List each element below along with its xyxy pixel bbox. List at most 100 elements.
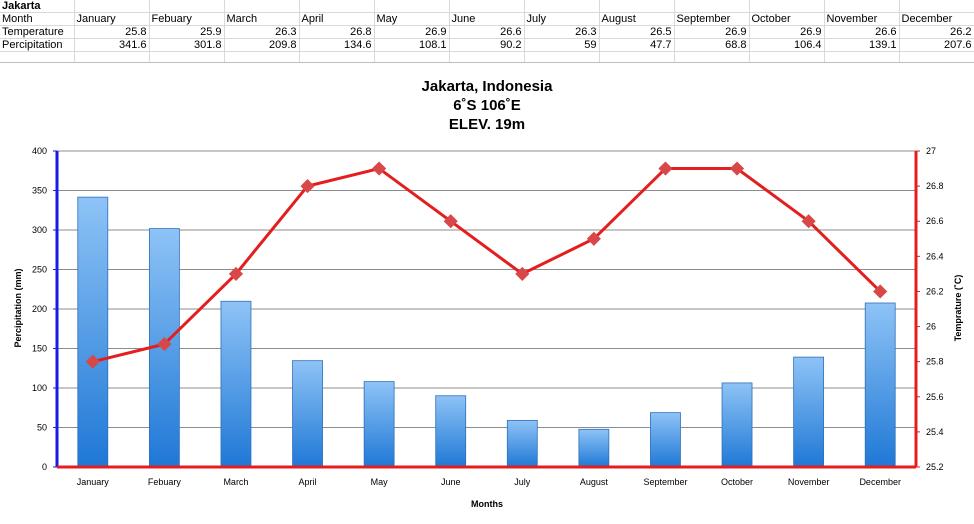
- right-tick-label: 25.6: [926, 392, 944, 402]
- month-header-row: Month January Febuary March April May June Jul…: [0, 12, 974, 26]
- precipitation-bars: [77, 196, 896, 468]
- precipitation-row-label: Percipitation: [0, 38, 75, 52]
- month-cell: December: [899, 12, 974, 26]
- right-tick-label: 25.8: [926, 357, 944, 367]
- precipitation-bar: [220, 300, 252, 468]
- temperature-cell: 26.8: [299, 25, 375, 39]
- left-tick-label: 350: [32, 186, 47, 196]
- month-cell: Febuary: [149, 12, 225, 26]
- month-cell: May: [374, 12, 450, 26]
- temperature-series-line: [92, 167, 882, 364]
- temperature-point: [372, 161, 387, 176]
- precipitation-bar: [435, 395, 467, 468]
- precipitation-bar: [363, 381, 395, 468]
- x-tick-label: August: [580, 477, 609, 487]
- left-tick-label: 50: [37, 423, 47, 433]
- precipitation-cell: 108.1: [374, 38, 450, 52]
- data-table: Jakarta Month January Febuary March April Ma…: [0, 0, 974, 63]
- sheet-title: Jakarta: [0, 0, 75, 13]
- precipitation-cell: 134.6: [299, 38, 375, 52]
- x-tick-label: May: [371, 477, 389, 487]
- precipitation-cell: 209.8: [224, 38, 300, 52]
- temperature-cell: 26.2: [899, 25, 974, 39]
- left-tick-label: 0: [42, 462, 47, 472]
- temperature-cell: 26.6: [449, 25, 525, 39]
- month-cell: March: [224, 12, 300, 26]
- temperature-cell: 26.3: [524, 25, 600, 39]
- temperature-point: [515, 266, 530, 281]
- temperature-row: Temperature 25.8 25.9 26.3 26.8 26.9 26.6 26.3…: [0, 25, 974, 39]
- x-tick-label: July: [514, 477, 531, 487]
- precipitation-bar: [578, 428, 610, 468]
- precipitation-cell: 341.6: [74, 38, 150, 52]
- right-tick-label: 27: [926, 146, 936, 156]
- temperature-line: [85, 161, 888, 369]
- temperature-point: [729, 161, 745, 176]
- chart-title-line-3: ELEV. 19m: [449, 116, 525, 133]
- month-cell: September: [674, 12, 750, 26]
- x-tick-label: March: [223, 477, 248, 487]
- temperature-cell: 25.9: [149, 25, 225, 39]
- temperature-cell: 26.9: [674, 25, 750, 39]
- x-tick-label: October: [721, 477, 753, 487]
- left-tick-label: 100: [32, 383, 47, 393]
- temperature-point: [801, 214, 816, 229]
- precipitation-bar: [864, 302, 896, 468]
- temperature-point: [443, 214, 458, 229]
- precipitation-bar: [506, 419, 538, 468]
- month-cell: August: [599, 12, 675, 26]
- month-cell: July: [524, 12, 600, 26]
- temperature-cell: 25.8: [74, 25, 150, 39]
- precipitation-row: Percipitation 341.6 301.8 209.8 134.6 108.1 9…: [0, 38, 974, 52]
- precipitation-bar: [77, 196, 109, 468]
- temperature-cell: 26.5: [599, 25, 675, 39]
- gridlines: [57, 150, 916, 428]
- month-cell: April: [299, 12, 375, 26]
- left-tick-label: 200: [32, 304, 47, 314]
- precipitation-cell: 47.7: [599, 38, 675, 52]
- climate-chart: Jakarta, Indonesia 6˚S 106˚E ELEV. 19m 0…: [13, 78, 963, 509]
- temperature-point: [658, 161, 673, 176]
- month-cell: October: [749, 12, 825, 26]
- right-axis-title: Temprature (˚C): [953, 275, 963, 342]
- temperature-cell: 26.3: [224, 25, 300, 39]
- precipitation-bar: [292, 360, 323, 468]
- x-axis-title: Months: [471, 499, 503, 509]
- temperature-point: [586, 231, 601, 246]
- temperature-point: [157, 337, 172, 352]
- temperature-row-label: Temperature: [0, 25, 75, 39]
- right-tick-label: 25.4: [926, 427, 944, 437]
- precipitation-cell: 207.6: [899, 38, 974, 52]
- left-axis-title: Percipitation (mm): [13, 268, 23, 347]
- chart-title-line-2: 6˚S 106˚E: [453, 97, 521, 114]
- x-tick-label: Febuary: [148, 477, 182, 487]
- right-tick-label: 26.8: [926, 181, 944, 191]
- x-tick-label: December: [859, 477, 901, 487]
- temperature-cell: 26.9: [374, 25, 450, 39]
- month-cell: January: [74, 12, 150, 26]
- axes: 0 50 100 150 200 250 300 350 400 25.2 25.4 25.6 25.8…: [32, 146, 944, 487]
- left-tick-label: 300: [32, 225, 47, 235]
- x-tick-label: November: [788, 477, 830, 487]
- left-tick-label: 250: [32, 265, 47, 275]
- precipitation-cell: 106.4: [749, 38, 825, 52]
- precipitation-cell: 301.8: [149, 38, 225, 52]
- month-header-label: Month: [0, 12, 75, 26]
- precipitation-cell: 68.8: [674, 38, 750, 52]
- chart-area: Jakarta, Indonesia 6˚S 106˚E ELEV. 19m 0…: [0, 62, 974, 519]
- chart-title-line-1: Jakarta, Indonesia: [422, 78, 554, 95]
- month-cell: November: [824, 12, 900, 26]
- right-tick-label: 26.4: [926, 251, 944, 261]
- right-tick-label: 25.2: [926, 462, 944, 472]
- precipitation-bar: [793, 356, 825, 468]
- left-tick-label: 150: [32, 344, 47, 354]
- precipitation-cell: 59: [524, 38, 600, 52]
- temperature-point: [228, 266, 244, 281]
- right-tick-label: 26: [926, 322, 936, 332]
- right-tick-label: 26.2: [926, 286, 944, 296]
- temperature-cell: 26.6: [824, 25, 900, 39]
- temperature-point: [85, 354, 100, 369]
- x-tick-label: April: [299, 477, 317, 487]
- right-tick-label: 26.6: [926, 216, 944, 226]
- left-tick-label: 400: [32, 146, 47, 156]
